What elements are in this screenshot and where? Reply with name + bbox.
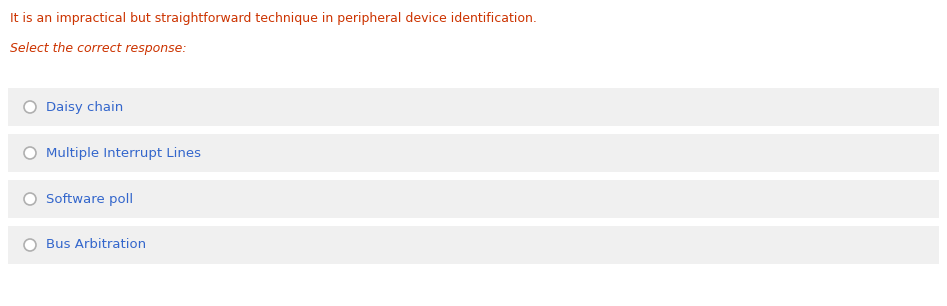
Text: Daisy chain: Daisy chain — [46, 100, 123, 114]
FancyBboxPatch shape — [8, 226, 939, 264]
Text: Select the correct response:: Select the correct response: — [10, 42, 187, 55]
Circle shape — [24, 101, 36, 113]
Text: Software poll: Software poll — [46, 192, 134, 206]
FancyBboxPatch shape — [8, 88, 939, 126]
Text: Multiple Interrupt Lines: Multiple Interrupt Lines — [46, 147, 201, 159]
Circle shape — [24, 193, 36, 205]
Text: It is an impractical but straightforward technique in peripheral device identifi: It is an impractical but straightforward… — [10, 12, 537, 25]
Circle shape — [24, 147, 36, 159]
Circle shape — [24, 239, 36, 251]
FancyBboxPatch shape — [8, 180, 939, 218]
Text: Bus Arbitration: Bus Arbitration — [46, 238, 146, 252]
FancyBboxPatch shape — [8, 134, 939, 172]
